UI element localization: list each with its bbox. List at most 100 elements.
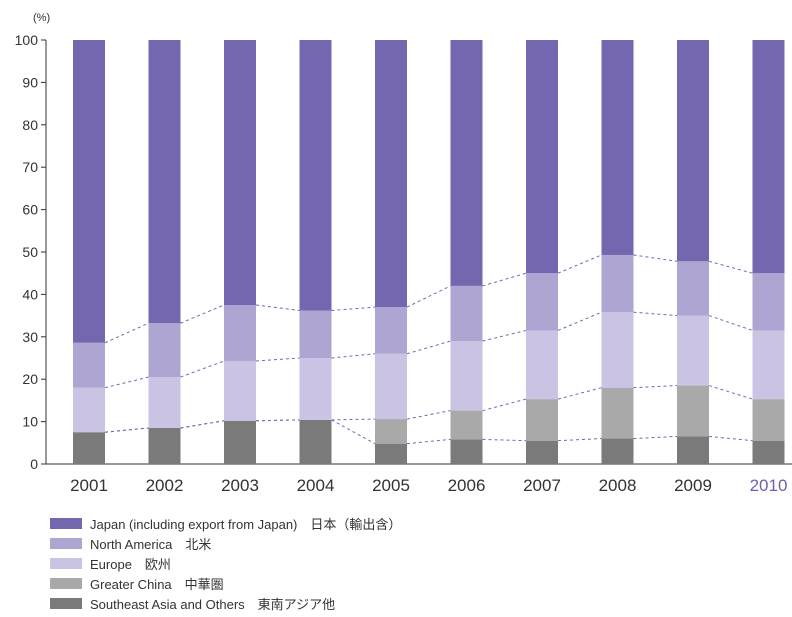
bar-segment-2009-series-0 [677, 436, 709, 464]
legend: Japan (including export from Japan) 日本（輸… [50, 514, 401, 614]
x-tick-label: 2001 [70, 476, 108, 495]
x-tick-label: 2004 [297, 476, 335, 495]
connector-line [406, 285, 451, 308]
bar-segment-2003-series-4 [224, 40, 256, 305]
bar-segment-2006-series-4 [450, 40, 483, 286]
bar-segment-2002-series-3 [148, 323, 181, 378]
y-tick-label: 100 [15, 32, 39, 48]
connector-line [331, 418, 376, 421]
y-tick-label: 80 [22, 117, 38, 133]
connector-line [557, 438, 602, 442]
legend-item: Europe 欧州 [50, 554, 401, 572]
y-tick-label: 40 [22, 286, 38, 302]
connector-line [255, 304, 300, 312]
x-tick-label: 2008 [599, 476, 637, 495]
connector-line [708, 315, 753, 331]
bar-segment-2009-series-4 [677, 40, 709, 262]
bar-segment-2007-series-1 [526, 399, 558, 441]
connector-line [633, 254, 678, 262]
connector-line [331, 419, 376, 445]
connector-line [557, 254, 602, 274]
connector-line [406, 438, 451, 445]
bar-segment-2006-series-3 [450, 285, 483, 342]
connector-line [104, 322, 149, 344]
bar-segment-2007-series-0 [526, 440, 558, 464]
bar-segment-2001-series-0 [73, 432, 105, 464]
connector-line [633, 311, 678, 317]
bar-segment-2007-series-3 [526, 273, 558, 331]
connector-line [180, 360, 225, 378]
connector-line [482, 272, 527, 287]
connector-line [708, 385, 753, 400]
bar-segment-2004-series-3 [299, 310, 332, 358]
bar-segment-2009-series-3 [677, 261, 709, 316]
bar-segment-2003-series-0 [224, 420, 256, 464]
bar-segment-2004-series-4 [299, 40, 332, 311]
bar-segment-2010-series-3 [752, 273, 785, 331]
y-tick-label: 20 [22, 371, 38, 387]
bar-segment-2006-series-2 [450, 341, 483, 411]
connector-line [180, 304, 225, 324]
bar-segment-2005-series-0 [375, 443, 407, 464]
bar-segment-2006-series-1 [450, 410, 483, 440]
bar-segment-2008-series-0 [601, 438, 634, 464]
x-tick-label: 2002 [146, 476, 184, 495]
connector-line [482, 398, 527, 412]
x-tick-label: 2006 [448, 476, 486, 495]
bar-segment-2001-series-3 [73, 342, 105, 388]
legend-item: Southeast Asia and Others 東南アジア他 [50, 594, 401, 612]
connector-line [482, 329, 527, 342]
connector-line [104, 427, 149, 433]
legend-swatch [50, 597, 82, 609]
bar-segment-2001-series-4 [73, 40, 105, 343]
legend-swatch [50, 557, 82, 569]
legend-item: Japan (including export from Japan) 日本（輸… [50, 514, 401, 532]
bar-segment-2010-series-1 [752, 399, 785, 441]
x-tick-label: 2005 [372, 476, 410, 495]
bar-segment-2005-series-4 [375, 40, 407, 308]
legend-swatch [50, 517, 82, 529]
connector-line [708, 435, 753, 442]
x-tick-label: 2010 [750, 476, 788, 495]
bar-segment-2002-series-4 [148, 40, 181, 324]
connector-line [255, 357, 300, 362]
connector-line [406, 410, 451, 420]
bar-segment-2004-series-2 [299, 358, 332, 420]
bar-segment-2010-series-4 [752, 40, 785, 274]
connector-line [406, 340, 451, 355]
legend-item: North America 北米 [50, 534, 401, 552]
x-tick-label: 2009 [674, 476, 712, 495]
bar-segment-2002-series-0 [148, 427, 181, 464]
connector-line [180, 420, 225, 429]
connector-line [633, 385, 678, 389]
y-axis-unit-label: (%) [33, 12, 50, 24]
legend-swatch [50, 577, 82, 589]
connector-line [482, 438, 527, 442]
bar-segment-2005-series-3 [375, 307, 407, 354]
connector-line [255, 419, 300, 422]
legend-label: Japan (including export from Japan) 日本（輸… [90, 516, 402, 532]
connector-lines [104, 254, 753, 445]
connector-line [331, 306, 376, 312]
connector-line [557, 311, 602, 331]
bar-segment-2010-series-2 [752, 330, 785, 400]
bar-segment-2003-series-2 [224, 360, 256, 421]
legend-label: Southeast Asia and Others 東南アジア他 [90, 596, 336, 612]
connector-line [633, 435, 678, 440]
bar-segment-2008-series-2 [601, 312, 634, 388]
y-tick-label: 0 [30, 456, 38, 472]
connector-line [708, 260, 753, 274]
legend-item: Greater China 中華圏 [50, 574, 401, 592]
connector-line [104, 376, 149, 389]
bar-segment-2005-series-1 [375, 419, 407, 444]
x-tick-label: 2007 [523, 476, 561, 495]
legend-label: Greater China 中華圏 [90, 576, 224, 592]
bar-segment-2004-series-0 [299, 419, 332, 464]
y-tick-label: 90 [22, 74, 38, 90]
bar-segment-2003-series-3 [224, 305, 256, 361]
y-tick-label: 70 [22, 159, 38, 175]
y-tick-label: 50 [22, 244, 38, 260]
legend-label: Europe 欧州 [90, 556, 171, 572]
legend-label: North America 北米 [90, 536, 212, 552]
